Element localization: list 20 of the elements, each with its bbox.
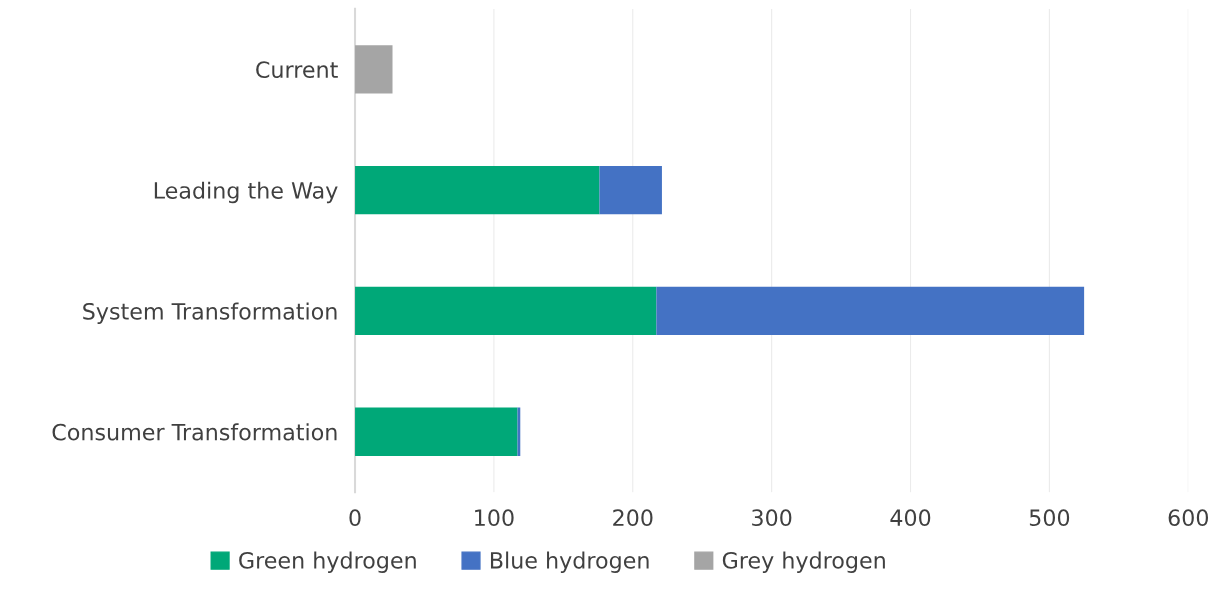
y-tick-label: System Transformation — [83, 302, 337, 325]
x-tick-label: 300 — [752, 509, 792, 527]
legend-label: Grey hydrogen — [722, 551, 885, 573]
x-tick-label: 400 — [890, 509, 931, 527]
legend-label: Green hydrogen — [239, 551, 416, 573]
x-tick-label: 500 — [1029, 509, 1070, 527]
legend-label: Blue hydrogen — [490, 551, 649, 573]
bar — [355, 45, 393, 94]
y-tick-label: Current — [256, 61, 338, 79]
bar — [355, 407, 518, 456]
y-tick-label: Leading the Way — [154, 181, 338, 204]
y-tick-label: Consumer Transformation — [52, 423, 337, 441]
bar — [355, 165, 600, 215]
x-tick-label: 100 — [475, 509, 514, 527]
bar — [355, 286, 657, 336]
bar — [599, 165, 662, 215]
bar — [656, 286, 1085, 336]
x-tick-label: 600 — [1168, 509, 1209, 527]
x-tick-label: 200 — [613, 509, 653, 527]
x-tick-label: 0 — [349, 509, 361, 527]
